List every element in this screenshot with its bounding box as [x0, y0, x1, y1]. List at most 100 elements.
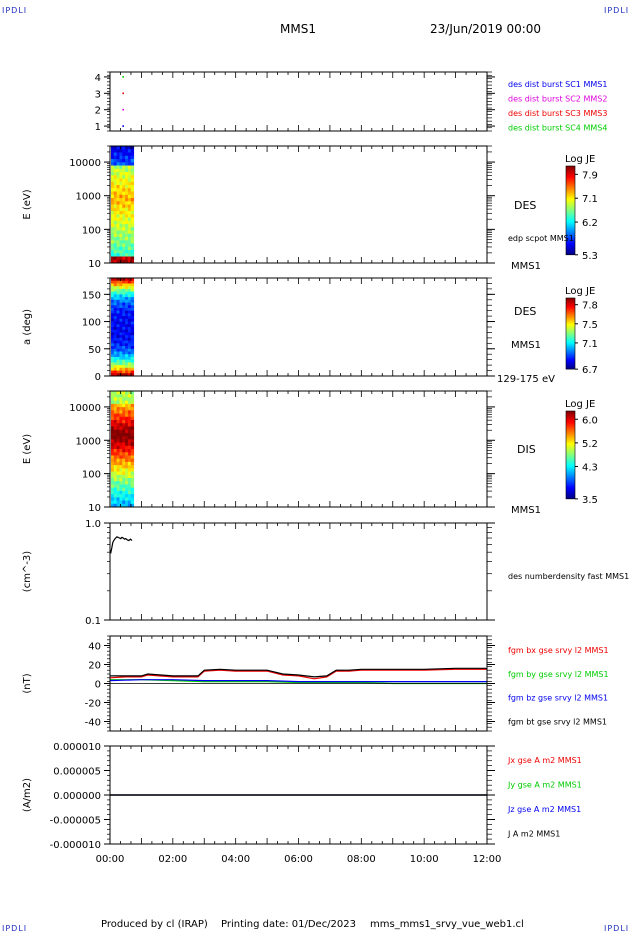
heatmap-cell [122, 370, 126, 374]
heatmap-cell [119, 278, 123, 282]
heatmap-cell [119, 420, 123, 424]
heatmap-cell [111, 436, 115, 440]
corner-label-top-left: IPDLI [2, 6, 28, 15]
heatmap-cell [130, 356, 135, 361]
heatmap-cell [125, 500, 129, 505]
heatmap-cell [125, 332, 129, 336]
heatmap-cell [113, 316, 118, 320]
heatmap-cell [116, 302, 120, 306]
heatmap-cell [127, 159, 132, 163]
heatmap-cell [111, 316, 115, 320]
heatmap-cell [130, 359, 135, 363]
heatmap-cell [116, 149, 120, 153]
heatmap-cell [116, 305, 120, 309]
heatmap-cell [122, 329, 126, 333]
heatmap-cell [130, 329, 135, 333]
heatmap-cell [113, 474, 118, 479]
heatmap-cell [127, 149, 132, 153]
legend-entry: fgm bx gse srvy l2 MMS1 [508, 646, 609, 655]
heatmap-cell [130, 354, 135, 358]
heatmap-cell [111, 307, 115, 312]
heatmap-cell [130, 432, 135, 437]
heatmap-cell [111, 500, 115, 505]
heatmap-cell [127, 335, 132, 339]
heatmap-cell [125, 243, 129, 248]
heatmap-cell [113, 332, 118, 336]
y-tick-label: 20 [88, 661, 101, 672]
heatmap-cell [116, 346, 120, 350]
heatmap-cell [122, 299, 126, 303]
heatmap-cell [113, 146, 118, 150]
panel-label-energy-range: 129-175 eV [497, 374, 555, 385]
heatmap-cell [116, 410, 120, 415]
heatmap-cell [127, 217, 132, 222]
heatmap-cell [122, 204, 126, 209]
heatmap-cell [116, 214, 120, 218]
heatmap-cell [127, 288, 132, 293]
heatmap-cell [116, 256, 120, 261]
heatmap-cell [113, 461, 118, 466]
heatmap-cell [125, 204, 129, 209]
y-tick-label: 1000 [76, 436, 101, 447]
heatmap-cell [116, 465, 120, 469]
heatmap-cell [116, 230, 120, 235]
heatmap-cell [125, 359, 129, 363]
heatmap-cell [116, 337, 120, 342]
heatmap-cell [130, 181, 135, 186]
heatmap-cell [125, 310, 129, 314]
heatmap-cell [119, 403, 123, 408]
heatmap-cell [125, 294, 129, 298]
heatmap-cell [116, 243, 120, 248]
heatmap-cell [127, 237, 132, 241]
heatmap-cell [122, 359, 126, 363]
heatmap-cell [119, 337, 123, 342]
heatmap-cell [113, 346, 118, 350]
heatmap-cell [130, 455, 135, 460]
heatmap-cell [130, 149, 135, 153]
heatmap-cell [130, 445, 135, 450]
heatmap-cell [122, 426, 126, 431]
y-tick-label: 100 [82, 318, 101, 329]
heatmap-cell [119, 250, 123, 254]
y-tick-label: 1 [95, 122, 101, 133]
heatmap-cell [119, 168, 123, 173]
heatmap-cell [122, 237, 126, 241]
heatmap-cell [111, 302, 115, 306]
heatmap-cell [113, 286, 118, 290]
colorbar-tick-label: 6.7 [582, 365, 598, 376]
heatmap-cell [111, 426, 115, 431]
heatmap-cell [113, 500, 118, 505]
heatmap-cell [127, 165, 132, 170]
heatmap-cell [111, 332, 115, 336]
heatmap-cell [113, 224, 118, 228]
heatmap-cell [113, 201, 118, 205]
heatmap-cell [111, 503, 115, 508]
colorbar-tick-label: 7.8 [582, 301, 598, 312]
heatmap-cell [116, 310, 120, 314]
heatmap-cell [111, 149, 115, 153]
heatmap-cell [116, 458, 120, 463]
heatmap-cell [116, 370, 120, 374]
heatmap-cell [113, 436, 118, 440]
y-tick-label: 10000 [69, 403, 101, 414]
heatmap-cell [116, 321, 120, 325]
heatmap-cell [116, 497, 120, 502]
heatmap-cell [122, 397, 126, 402]
heatmap-cell [122, 413, 126, 418]
heatmap-cell [113, 237, 118, 241]
heatmap-cell [116, 227, 120, 231]
heatmap-cell [119, 253, 123, 257]
colorbar-2 [565, 297, 576, 370]
heatmap-cell [111, 278, 115, 282]
heatmap-cell [116, 426, 120, 431]
colorbar-tick-label: 7.9 [582, 170, 598, 181]
heatmap-cell [116, 211, 120, 215]
heatmap-cell [111, 159, 115, 163]
heatmap-cell [122, 474, 126, 479]
heatmap-cell [125, 327, 129, 331]
heatmap-cell [130, 494, 135, 498]
heatmap-cell [122, 351, 126, 355]
heatmap-cell [125, 149, 129, 153]
heatmap-cell [122, 286, 126, 290]
heatmap-cell [116, 362, 120, 366]
